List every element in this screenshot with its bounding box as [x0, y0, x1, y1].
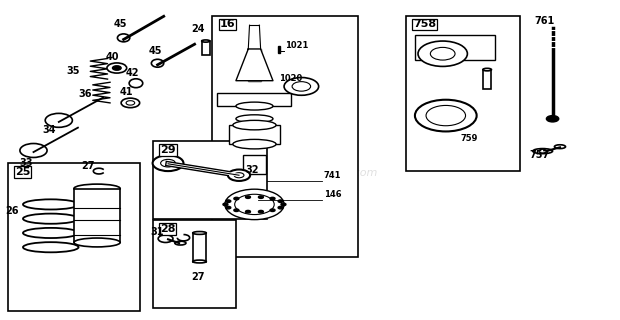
Ellipse shape: [74, 184, 120, 193]
Text: 27: 27: [191, 272, 205, 282]
Bar: [415, 35, 495, 60]
Text: 24: 24: [191, 24, 205, 34]
Circle shape: [225, 189, 284, 220]
Bar: [193, 233, 206, 261]
Ellipse shape: [533, 148, 552, 154]
Ellipse shape: [233, 140, 276, 149]
Bar: [153, 141, 267, 219]
Bar: [213, 16, 358, 257]
Text: 33: 33: [19, 158, 33, 168]
Circle shape: [284, 77, 319, 95]
Circle shape: [292, 82, 311, 91]
Circle shape: [270, 197, 275, 200]
Ellipse shape: [236, 115, 273, 123]
Text: 45: 45: [149, 46, 162, 56]
Text: 26: 26: [6, 206, 19, 216]
Circle shape: [246, 211, 250, 213]
Ellipse shape: [233, 120, 276, 130]
Bar: [229, 125, 280, 144]
Bar: [218, 93, 291, 106]
Ellipse shape: [175, 241, 186, 245]
Text: 36: 36: [78, 89, 92, 99]
Text: 29: 29: [160, 145, 175, 155]
Circle shape: [278, 200, 283, 203]
Circle shape: [546, 116, 559, 122]
Bar: [7, 163, 140, 311]
Circle shape: [246, 196, 250, 198]
Text: 16: 16: [220, 20, 236, 29]
Circle shape: [259, 211, 263, 213]
Text: 45: 45: [113, 19, 126, 29]
Circle shape: [539, 149, 546, 153]
Circle shape: [158, 235, 173, 243]
Circle shape: [226, 206, 231, 209]
Text: 40: 40: [106, 52, 119, 62]
Circle shape: [121, 98, 140, 108]
Text: 27: 27: [81, 161, 94, 171]
Circle shape: [415, 100, 477, 132]
Circle shape: [426, 105, 466, 126]
Ellipse shape: [74, 238, 120, 247]
Ellipse shape: [554, 145, 565, 148]
Ellipse shape: [129, 79, 143, 88]
Polygon shape: [236, 49, 273, 81]
Circle shape: [281, 203, 286, 206]
Bar: [153, 220, 236, 308]
Circle shape: [234, 209, 239, 212]
Circle shape: [270, 209, 275, 212]
Text: 31: 31: [150, 227, 164, 237]
Text: 759: 759: [461, 134, 478, 143]
Circle shape: [418, 41, 467, 67]
Text: 41: 41: [119, 87, 133, 97]
Text: 146: 146: [324, 190, 341, 199]
Text: 757: 757: [529, 150, 550, 160]
Text: 25: 25: [15, 167, 30, 177]
Text: 32: 32: [246, 165, 259, 175]
Text: 35: 35: [66, 66, 80, 76]
Circle shape: [228, 170, 250, 181]
Ellipse shape: [193, 232, 206, 234]
Circle shape: [234, 173, 244, 178]
Text: eReplacementParts.com: eReplacementParts.com: [242, 168, 378, 178]
Circle shape: [223, 203, 228, 206]
Ellipse shape: [236, 102, 273, 110]
Ellipse shape: [202, 40, 210, 42]
Ellipse shape: [193, 260, 206, 263]
Circle shape: [126, 101, 135, 105]
Circle shape: [430, 47, 455, 60]
Bar: [243, 155, 265, 174]
Circle shape: [45, 113, 73, 127]
Bar: [483, 69, 492, 89]
Text: 741: 741: [324, 172, 341, 180]
Text: 28: 28: [160, 224, 175, 234]
Circle shape: [107, 63, 126, 73]
Bar: [405, 16, 520, 171]
Ellipse shape: [483, 68, 492, 71]
Text: 42: 42: [125, 68, 139, 78]
Text: 1020: 1020: [279, 74, 303, 83]
Bar: [74, 188, 120, 243]
Circle shape: [161, 159, 175, 167]
Circle shape: [234, 197, 239, 200]
Text: 761: 761: [534, 16, 555, 26]
Bar: [248, 49, 260, 81]
Text: 1021: 1021: [285, 41, 309, 50]
Circle shape: [226, 200, 231, 203]
Circle shape: [153, 155, 184, 171]
Circle shape: [235, 194, 274, 215]
Circle shape: [20, 143, 47, 157]
Bar: [202, 41, 210, 55]
Circle shape: [112, 66, 121, 70]
Bar: [278, 46, 280, 53]
Circle shape: [278, 206, 283, 209]
Ellipse shape: [151, 59, 164, 67]
Text: 758: 758: [413, 20, 436, 29]
Ellipse shape: [117, 34, 130, 42]
Text: 34: 34: [43, 125, 56, 135]
Circle shape: [259, 196, 263, 198]
